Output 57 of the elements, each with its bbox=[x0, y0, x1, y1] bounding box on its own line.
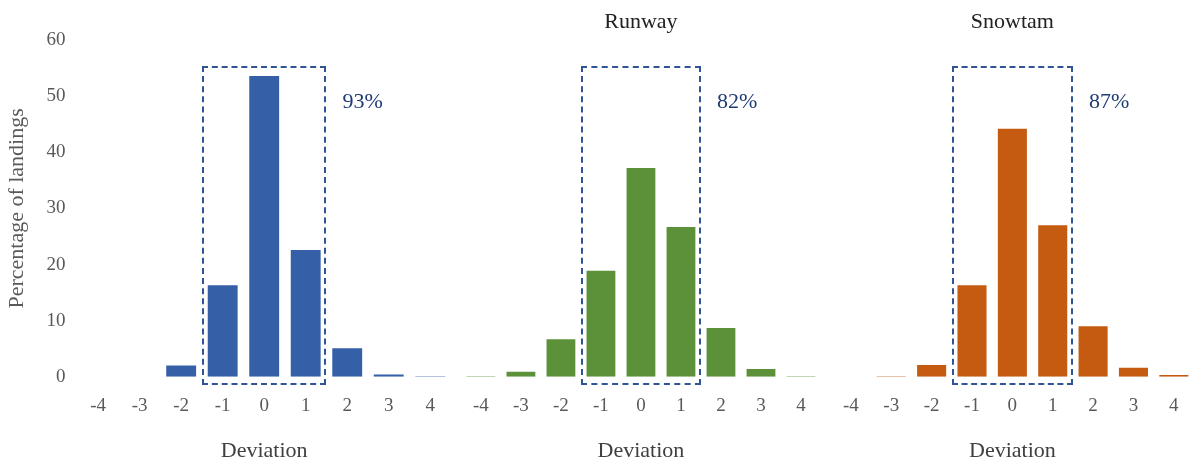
x-tick-label: 4 bbox=[1169, 394, 1180, 416]
bar bbox=[1078, 326, 1108, 377]
y-tick-label: 40 bbox=[46, 140, 66, 162]
annotation: 93% bbox=[342, 87, 383, 113]
bar bbox=[626, 167, 656, 377]
y-tick-label: 30 bbox=[46, 196, 66, 218]
x-tick-label: 1 bbox=[300, 394, 311, 416]
x-axis-title: Deviation bbox=[220, 436, 308, 462]
y-axis-title: Percentage of landings bbox=[2, 108, 28, 309]
y-tick-label: 50 bbox=[46, 84, 66, 106]
bar bbox=[546, 339, 576, 377]
bar bbox=[917, 365, 947, 377]
bar bbox=[706, 327, 736, 377]
x-tick-label: -3 bbox=[513, 394, 529, 416]
bar bbox=[290, 249, 321, 377]
x-tick-label: -3 bbox=[883, 394, 900, 416]
x-tick-label: 2 bbox=[342, 394, 352, 416]
chart-title: Runway bbox=[604, 7, 678, 33]
bar bbox=[997, 128, 1027, 377]
x-tick-label: 1 bbox=[676, 394, 686, 416]
annotation: 87% bbox=[1088, 87, 1130, 113]
x-tick-label: -1 bbox=[964, 394, 980, 416]
y-tick-label: 0 bbox=[55, 364, 66, 386]
y-tick-label: 10 bbox=[46, 308, 66, 330]
x-tick-label: 3 bbox=[1128, 394, 1139, 416]
x-tick-label: 2 bbox=[716, 394, 726, 416]
y-tick-label: 60 bbox=[46, 27, 66, 49]
x-tick-label: 0 bbox=[1007, 394, 1018, 416]
bar bbox=[586, 270, 616, 377]
chart-title: Snowtam bbox=[970, 7, 1054, 33]
x-tick-label: -2 bbox=[173, 394, 190, 416]
bar bbox=[1038, 225, 1068, 377]
bar bbox=[957, 285, 987, 377]
x-tick-label: 2 bbox=[1088, 394, 1098, 416]
x-tick-label: -2 bbox=[553, 394, 569, 416]
bar bbox=[332, 348, 363, 377]
x-tick-label: 3 bbox=[383, 394, 394, 416]
x-tick-label: -3 bbox=[131, 394, 148, 416]
x-tick-label: 4 bbox=[796, 394, 807, 416]
x-tick-label: 3 bbox=[756, 394, 766, 416]
annotation: 82% bbox=[716, 87, 758, 113]
x-tick-label: -4 bbox=[473, 394, 490, 416]
bar bbox=[249, 75, 280, 377]
x-tick-label: -4 bbox=[843, 394, 860, 416]
x-tick-label: 0 bbox=[259, 394, 269, 416]
y-tick-label: 20 bbox=[46, 252, 66, 274]
bar bbox=[666, 226, 696, 377]
x-tick-label: -4 bbox=[90, 394, 107, 416]
x-axis-title: Deviation bbox=[968, 436, 1056, 462]
x-tick-label: -1 bbox=[593, 394, 609, 416]
x-tick-label: 4 bbox=[425, 394, 436, 416]
x-tick-label: -1 bbox=[214, 394, 231, 416]
x-tick-label: -2 bbox=[923, 394, 940, 416]
bar bbox=[207, 285, 238, 377]
x-tick-label: 0 bbox=[636, 394, 646, 416]
x-axis-title: Deviation bbox=[597, 436, 685, 462]
x-tick-label: 1 bbox=[1047, 394, 1058, 416]
